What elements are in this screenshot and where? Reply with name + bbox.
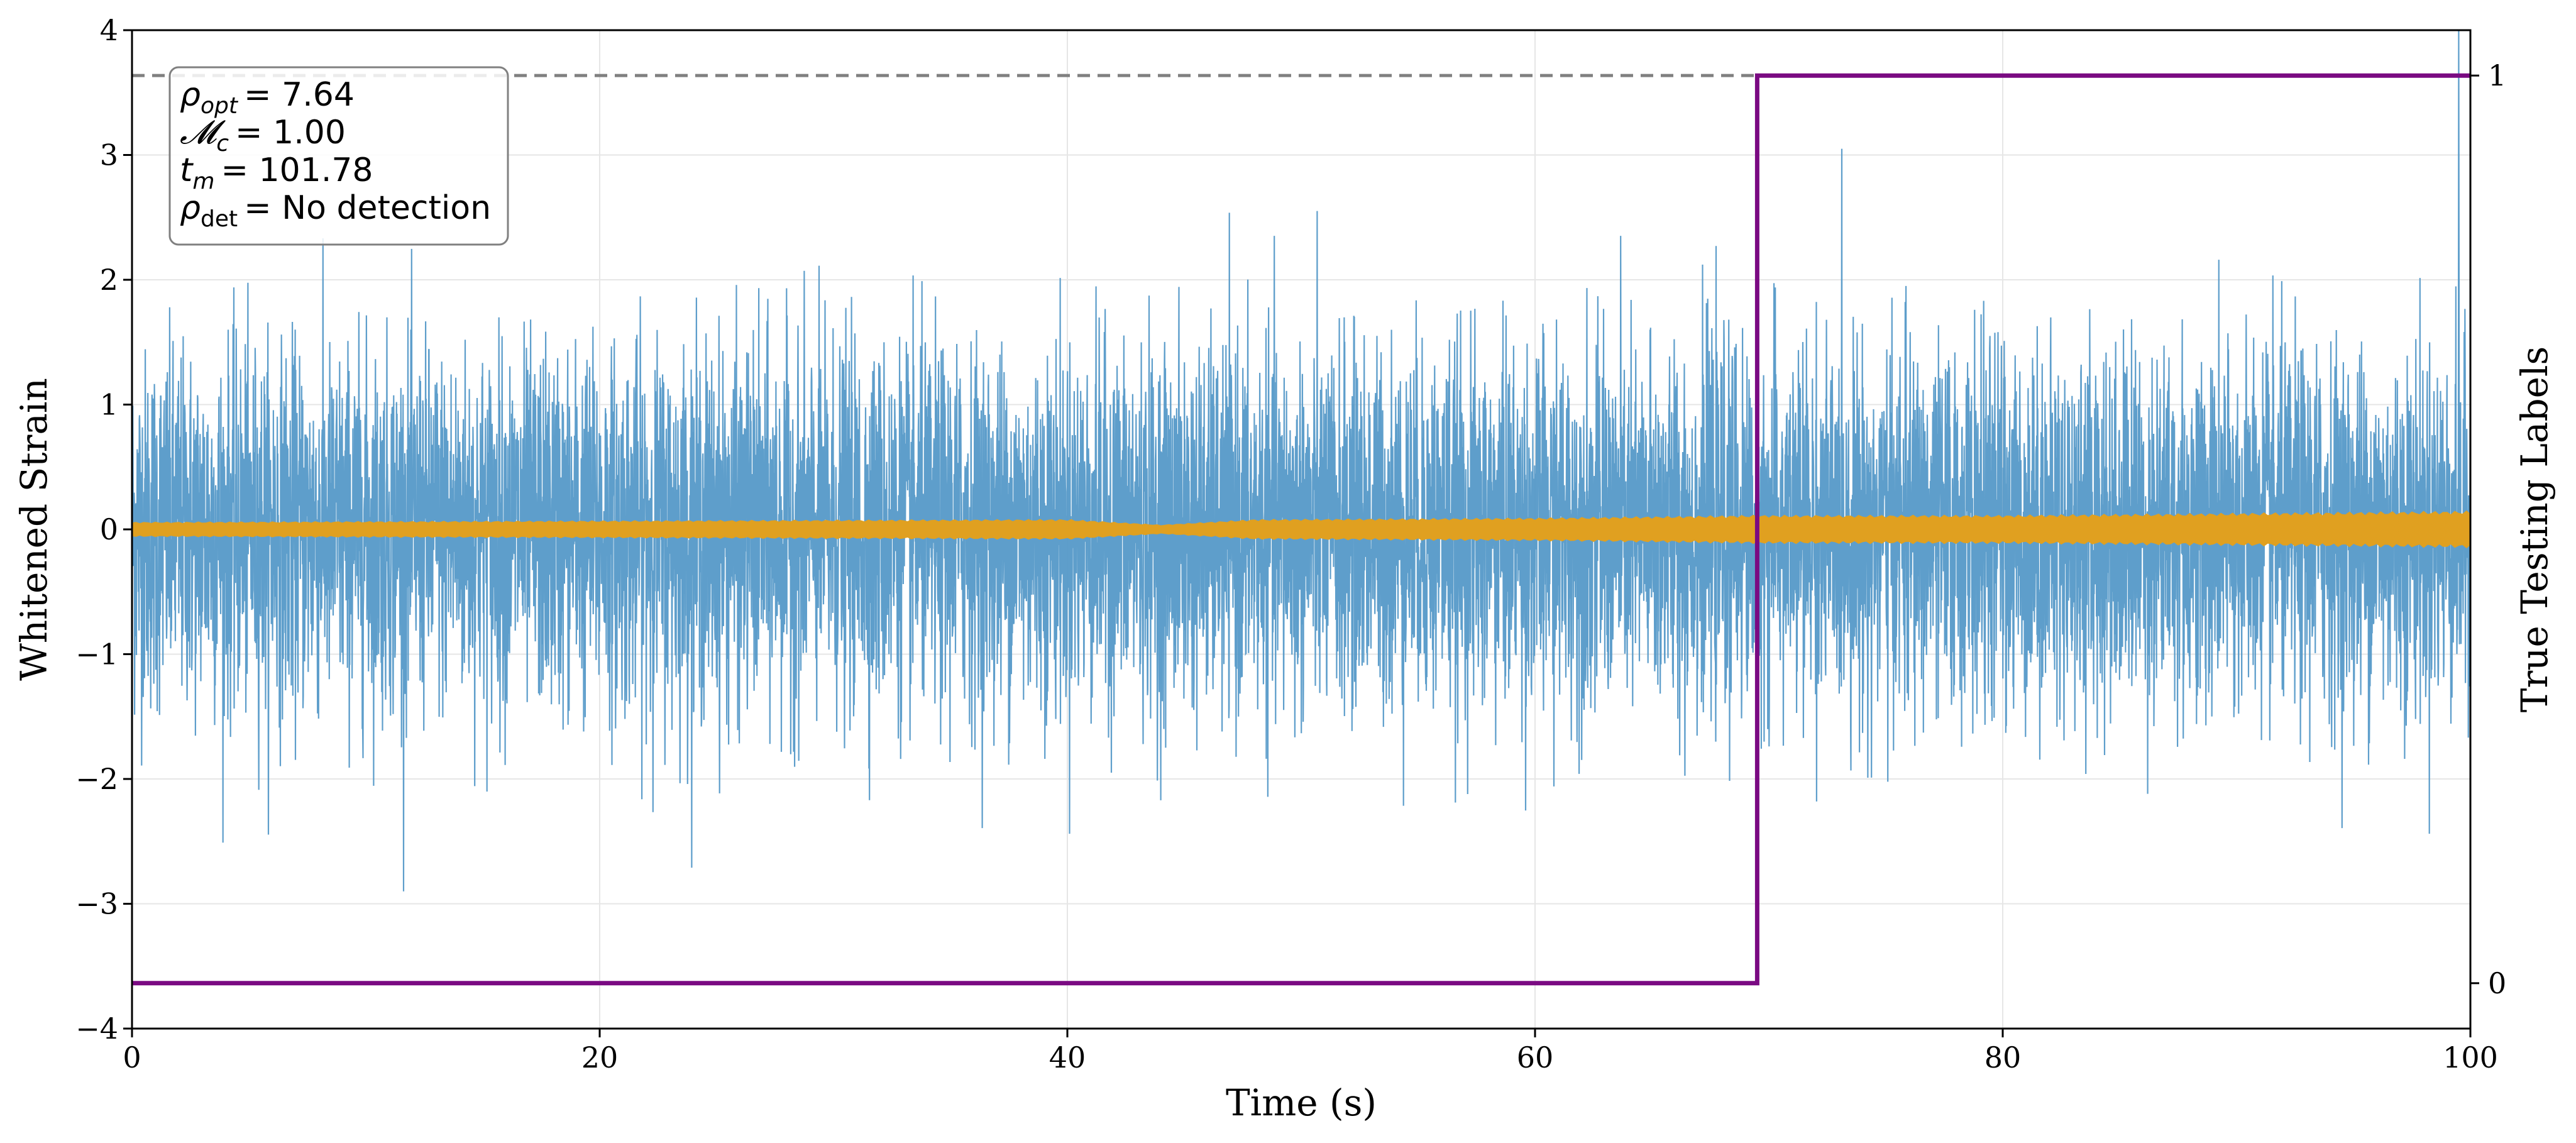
y-tick-label: 4 xyxy=(100,13,118,47)
labels-series xyxy=(132,73,2470,986)
x-tick-label: 80 xyxy=(1984,1041,2022,1074)
x-tick-label: 60 xyxy=(1517,1041,1554,1074)
annotation-line: ρdet = No detection xyxy=(180,189,491,232)
y2-tick-label: 1 xyxy=(2488,58,2506,92)
template-series xyxy=(132,510,2470,549)
y-tick-label: −4 xyxy=(75,1012,118,1046)
x-tick-label: 100 xyxy=(2443,1041,2498,1074)
x-axis-title: Time (s) xyxy=(1226,1081,1377,1124)
annotation-line: 𝓜c = 1.00 xyxy=(180,114,346,157)
x-tick-label: 20 xyxy=(581,1041,619,1074)
template-band xyxy=(132,510,2470,549)
y-tick-label: −3 xyxy=(75,887,118,921)
y-tick-label: 1 xyxy=(100,388,118,422)
annotation-line: ρopt = 7.64 xyxy=(180,76,355,119)
y2-tick-label: 0 xyxy=(2488,966,2506,1000)
x-tick-label: 0 xyxy=(123,1041,141,1074)
y2-axis-title: True Testing Labels xyxy=(2513,346,2556,712)
y-tick-label: 2 xyxy=(100,263,118,297)
x-tick-label: 40 xyxy=(1049,1041,1086,1074)
annotation-frame xyxy=(168,66,509,246)
y-tick-label: −1 xyxy=(75,638,118,671)
y-tick-label: −2 xyxy=(75,762,118,796)
y-tick-label: 0 xyxy=(100,512,118,546)
label-step-line xyxy=(132,73,2470,986)
annotation-line: tm = 101.78 xyxy=(180,152,373,194)
y-tick-label: 3 xyxy=(100,138,118,172)
y-axis-title: Whitened Strain xyxy=(13,378,55,681)
